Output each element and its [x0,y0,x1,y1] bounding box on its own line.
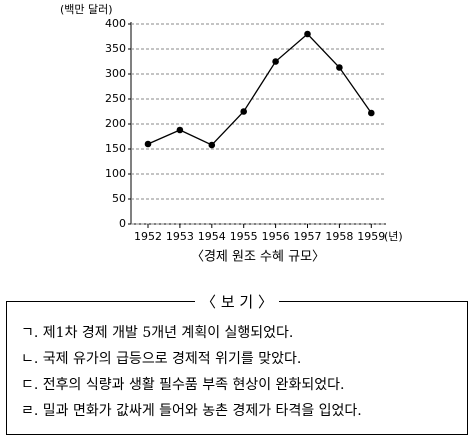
x-tick-label: 1955 [230,230,258,243]
box-title: 〈 보 기 〉 [7,291,467,312]
point [176,126,184,134]
y-tick-label: 150 [105,142,126,155]
x-tick-label: 1953 [166,230,194,243]
y-tick-label: 350 [105,42,126,55]
box-item: ㄱ. 제1차 경제 개발 5개년 계획이 실행되었다. [21,325,294,341]
y-axis-label: (백만 달러) [60,3,113,16]
example-box: 〈 보 기 〉 ㄱ. 제1차 경제 개발 5개년 계획이 실행되었다. ㄴ. 국… [6,293,468,435]
chart-title: 〈경제 원조 수혜 규모〉 [191,250,325,265]
point [240,108,247,115]
y-tick-label: 250 [105,92,126,105]
x-tick-label: 1959 [357,230,385,243]
point [208,141,216,149]
point [336,64,343,71]
point [304,30,311,38]
y-tick-label: 100 [105,167,126,180]
y-tick-label: 400 [105,17,126,30]
y-tick-label: 300 [105,67,126,80]
x-axis-label: (년) [384,230,403,243]
y-tick-label: 0 [119,217,126,230]
box-item: ㄹ. 밀과 면화가 값싸게 들어와 농촌 경제가 타격을 입었다. [21,403,362,419]
x-tick-label: 1952 [134,230,162,243]
chart: (백만 달러) (년) 〈경제 원조 수혜 규모〉 0 50 100 150 200 25… [60,3,403,265]
box-title-text: 〈 보 기 〉 [195,293,279,311]
x-tick-label: 1956 [262,230,290,243]
x-tick-label: 1954 [198,230,226,243]
point [144,140,152,148]
y-tick-label: 50 [112,192,126,205]
box-item: ㄷ. 전후의 식량과 생활 필수품 부족 현상이 완화되었다. [21,377,345,393]
x-tick-label: 1957 [294,230,322,243]
box-item: ㄴ. 국제 유가의 급등으로 경제적 위기를 맞았다. [21,351,302,367]
y-tick-label: 200 [105,117,126,130]
point [368,109,375,117]
point [272,58,279,65]
line [147,33,372,146]
x-tick-label: 1958 [325,230,353,243]
